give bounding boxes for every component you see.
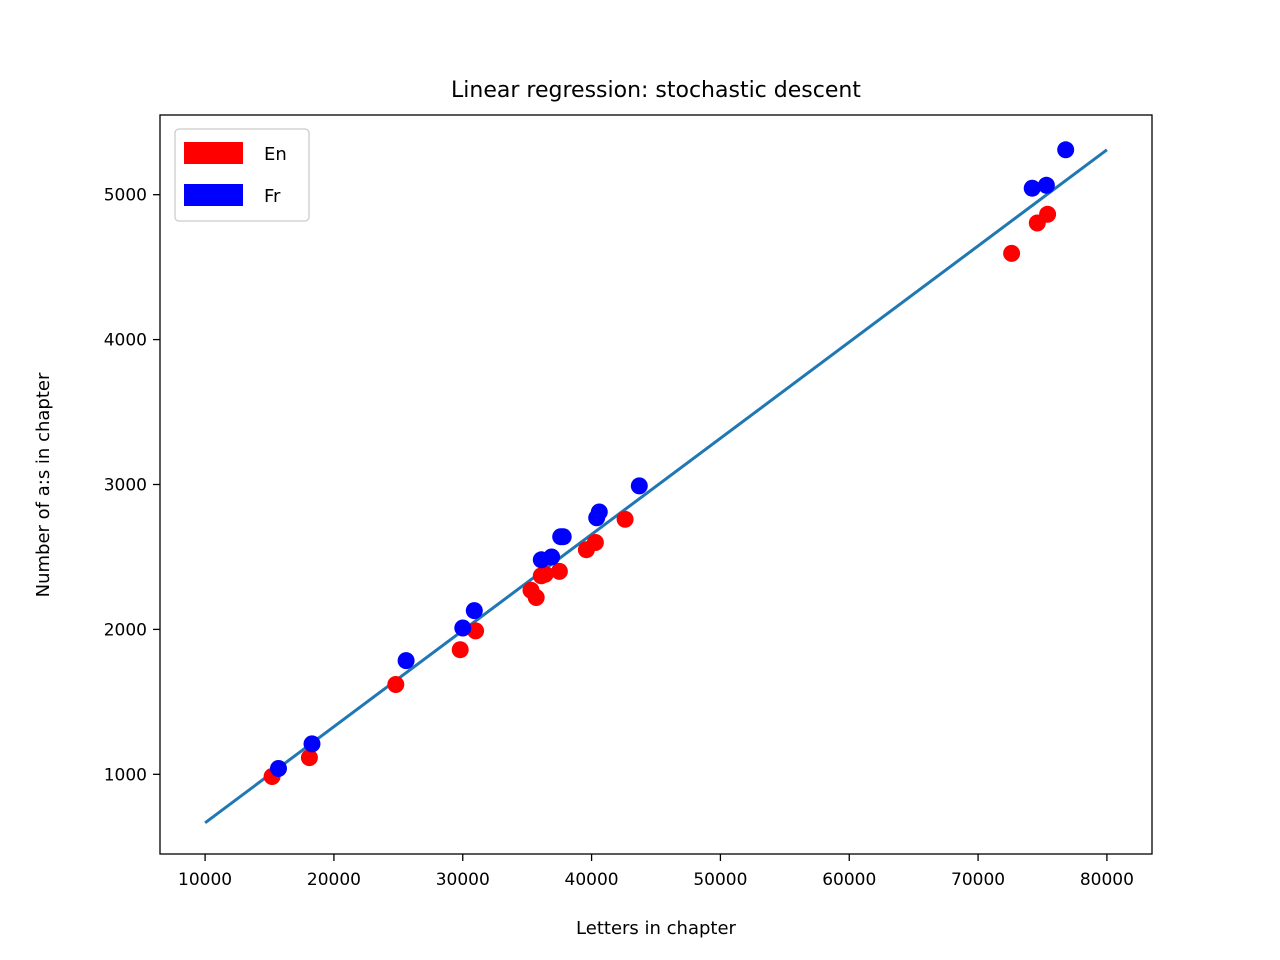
- y-tick-label: 3000: [104, 476, 147, 496]
- data-point-fr: [590, 503, 608, 521]
- legend: En Fr: [174, 128, 310, 222]
- y-tick-label: 1000: [104, 765, 147, 785]
- data-point-fr: [397, 652, 415, 670]
- data-point-en: [536, 565, 554, 583]
- legend-swatch-en: [184, 142, 243, 164]
- legend-label-en: En: [264, 144, 287, 165]
- data-point-fr: [270, 760, 287, 777]
- data-point-fr: [554, 528, 572, 546]
- data-point-en: [387, 676, 405, 693]
- x-tick-label: 40000: [565, 870, 619, 890]
- x-axis: 10000 20000 30000 40000 50000 60000 70000 80000: [178, 854, 1134, 890]
- x-tick-label: 50000: [693, 870, 747, 890]
- data-point-en: [616, 510, 634, 528]
- data-point-fr: [465, 602, 483, 620]
- x-tick-label: 30000: [436, 870, 490, 890]
- y-axis: 1000 2000 3000 4000 5000: [104, 186, 160, 785]
- regression-line: [204, 148, 1108, 825]
- data-point-en: [467, 622, 485, 640]
- data-point-en: [550, 562, 568, 580]
- x-tick-label: 60000: [822, 870, 876, 890]
- x-axis-label: Letters in chapter: [576, 918, 736, 939]
- data-point-fr: [454, 619, 472, 637]
- x-tick-label: 20000: [307, 870, 361, 890]
- data-point-en: [300, 749, 318, 767]
- data-point-fr: [1023, 179, 1041, 197]
- data-point-fr: [543, 548, 561, 566]
- data-point-fr: [630, 477, 648, 495]
- data-point-fr: [1037, 176, 1055, 194]
- y-axis-label: Number of a:s in chapter: [33, 372, 54, 597]
- legend-swatch-fr: [184, 184, 243, 206]
- data-point-fr: [303, 735, 321, 753]
- y-tick-label: 2000: [104, 620, 147, 640]
- legend-label-fr: Fr: [264, 186, 281, 207]
- scatter-points-layer: [263, 141, 1075, 785]
- x-tick-label: 80000: [1080, 870, 1134, 890]
- data-point-en: [527, 589, 545, 606]
- data-point-en: [1039, 205, 1057, 223]
- data-point-en: [586, 534, 604, 551]
- data-point-en: [451, 641, 469, 659]
- regression-line-layer: [204, 148, 1108, 825]
- x-tick-label: 10000: [178, 870, 232, 890]
- data-point-en: [1003, 244, 1021, 262]
- y-tick-label: 4000: [104, 331, 147, 351]
- data-point-fr: [1057, 141, 1075, 159]
- y-tick-label: 5000: [104, 186, 147, 206]
- chart-title: Linear regression: stochastic descent: [451, 78, 861, 103]
- x-tick-label: 70000: [951, 870, 1005, 890]
